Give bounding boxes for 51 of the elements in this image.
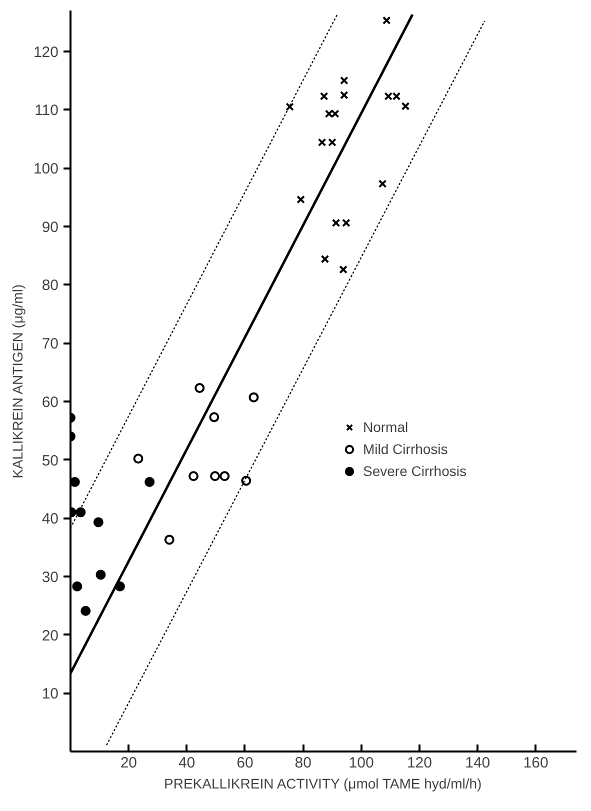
point bbox=[93, 517, 104, 528]
point bbox=[220, 471, 230, 482]
y-tick-label: 30 bbox=[42, 568, 59, 586]
y-tick-label: 100 bbox=[33, 160, 59, 178]
point bbox=[188, 471, 199, 482]
y-axis-title: KALLIKREIN ANTIGEN (μg/ml) bbox=[9, 284, 26, 478]
legend-label: Severe Cirrhosis bbox=[363, 463, 466, 479]
y-tick-label: 120 bbox=[33, 44, 59, 61]
point bbox=[286, 102, 294, 111]
point bbox=[80, 606, 91, 616]
x-tick-label: 140 bbox=[465, 754, 490, 772]
point bbox=[72, 581, 82, 592]
point bbox=[164, 534, 174, 545]
x-tick-label: 80 bbox=[294, 754, 312, 772]
point bbox=[320, 92, 328, 100]
y-tick-label: 90 bbox=[42, 218, 59, 236]
point bbox=[296, 195, 305, 204]
x-tick-label: 100 bbox=[348, 754, 374, 772]
point bbox=[320, 254, 330, 264]
y-tick-label: 50 bbox=[42, 452, 59, 470]
y-tick-label: 10 bbox=[42, 686, 59, 703]
point bbox=[209, 412, 220, 422]
y-tick-label: 40 bbox=[42, 510, 59, 528]
point bbox=[76, 507, 86, 518]
legend-label: Normal bbox=[363, 419, 408, 435]
y-tick-label: 110 bbox=[34, 102, 59, 120]
x-tick-label: 160 bbox=[523, 754, 548, 772]
x-axis-title: PREKALLIKREIN ACTIVITY (μmol TAME hyd/ml/h) bbox=[164, 776, 482, 792]
point bbox=[339, 265, 348, 274]
point bbox=[382, 16, 391, 25]
point bbox=[340, 76, 348, 85]
y-tick-label: 80 bbox=[42, 277, 59, 294]
point bbox=[96, 570, 106, 580]
y-tick-label: 20 bbox=[42, 627, 59, 644]
point bbox=[378, 180, 387, 188]
point bbox=[248, 392, 259, 402]
x-tick-label: 60 bbox=[236, 754, 254, 772]
point bbox=[210, 471, 220, 482]
x-tick-label: 120 bbox=[406, 754, 432, 772]
point bbox=[144, 476, 155, 487]
legend-label: Mild Cirrhosis bbox=[363, 441, 448, 457]
point bbox=[340, 90, 348, 100]
point bbox=[194, 383, 205, 393]
y-tick-label: 70 bbox=[42, 336, 59, 353]
x-tick-label: 20 bbox=[120, 754, 138, 772]
point bbox=[70, 476, 80, 487]
point bbox=[133, 454, 144, 464]
point bbox=[241, 476, 252, 486]
y-tick-label: 60 bbox=[42, 394, 59, 411]
point bbox=[401, 102, 410, 110]
x-tick-label: 40 bbox=[178, 754, 196, 772]
